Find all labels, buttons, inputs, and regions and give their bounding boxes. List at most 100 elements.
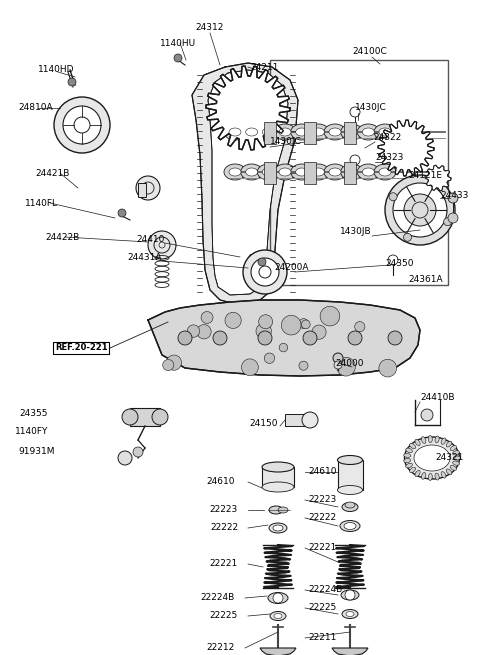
- Text: 1140HD: 1140HD: [38, 66, 74, 75]
- Ellipse shape: [406, 448, 412, 453]
- Text: 24431A: 24431A: [128, 253, 162, 263]
- Circle shape: [302, 412, 318, 428]
- Ellipse shape: [341, 590, 359, 600]
- Ellipse shape: [428, 474, 432, 481]
- Text: 22211: 22211: [308, 633, 336, 643]
- Ellipse shape: [374, 124, 396, 140]
- Text: 24410: 24410: [137, 236, 165, 244]
- Ellipse shape: [421, 472, 426, 479]
- Circle shape: [213, 331, 227, 345]
- Circle shape: [334, 361, 342, 369]
- Polygon shape: [260, 648, 296, 655]
- Text: 24200A: 24200A: [275, 263, 309, 272]
- Circle shape: [258, 331, 272, 345]
- Text: 24323: 24323: [375, 153, 403, 162]
- Text: 22224B: 22224B: [308, 586, 342, 595]
- Circle shape: [68, 78, 76, 86]
- Circle shape: [148, 231, 176, 259]
- Circle shape: [379, 359, 396, 377]
- Text: 24350: 24350: [385, 259, 413, 267]
- Bar: [304, 162, 316, 184]
- Bar: [344, 122, 356, 144]
- Ellipse shape: [379, 168, 391, 176]
- Text: 1430JC: 1430JC: [355, 103, 387, 113]
- Bar: [264, 162, 276, 184]
- Ellipse shape: [346, 612, 354, 616]
- Ellipse shape: [279, 128, 291, 136]
- Ellipse shape: [337, 455, 362, 464]
- Ellipse shape: [262, 482, 294, 492]
- Ellipse shape: [329, 128, 341, 136]
- Ellipse shape: [453, 461, 459, 465]
- Ellipse shape: [342, 502, 358, 512]
- Ellipse shape: [414, 445, 450, 471]
- Text: 22225: 22225: [308, 603, 336, 612]
- Ellipse shape: [324, 164, 346, 180]
- Circle shape: [404, 233, 411, 241]
- Circle shape: [54, 97, 110, 153]
- Ellipse shape: [274, 124, 296, 140]
- Circle shape: [241, 359, 258, 376]
- Circle shape: [279, 343, 288, 352]
- Text: 22224B: 22224B: [201, 593, 235, 603]
- Circle shape: [122, 409, 138, 425]
- Ellipse shape: [278, 507, 288, 513]
- Ellipse shape: [224, 124, 246, 140]
- Ellipse shape: [263, 168, 275, 176]
- Text: 24810A: 24810A: [18, 103, 53, 113]
- Ellipse shape: [454, 456, 460, 460]
- Ellipse shape: [240, 124, 263, 140]
- Circle shape: [430, 179, 438, 187]
- Ellipse shape: [454, 456, 460, 460]
- Polygon shape: [148, 300, 420, 376]
- Ellipse shape: [450, 445, 456, 451]
- Circle shape: [152, 409, 168, 425]
- Ellipse shape: [345, 502, 355, 508]
- Circle shape: [136, 176, 160, 200]
- Text: 24610: 24610: [206, 477, 235, 487]
- Ellipse shape: [441, 472, 446, 478]
- Ellipse shape: [246, 168, 258, 176]
- Circle shape: [355, 322, 365, 332]
- Ellipse shape: [257, 124, 279, 140]
- Ellipse shape: [329, 168, 341, 176]
- Ellipse shape: [362, 168, 374, 176]
- Circle shape: [281, 315, 301, 335]
- Circle shape: [348, 331, 362, 345]
- Circle shape: [264, 353, 275, 364]
- Bar: [138, 183, 146, 197]
- Ellipse shape: [291, 124, 312, 140]
- Bar: [344, 162, 356, 184]
- Text: 22221: 22221: [210, 559, 238, 569]
- Circle shape: [303, 331, 317, 345]
- Ellipse shape: [346, 168, 358, 176]
- Text: 24355: 24355: [20, 409, 48, 417]
- Ellipse shape: [415, 470, 420, 477]
- Polygon shape: [206, 66, 290, 150]
- Circle shape: [392, 134, 420, 162]
- Circle shape: [178, 331, 192, 345]
- Text: 24321: 24321: [435, 453, 463, 462]
- Ellipse shape: [362, 128, 374, 136]
- Text: 1430JC: 1430JC: [270, 138, 302, 147]
- Circle shape: [167, 355, 181, 370]
- Circle shape: [258, 258, 266, 266]
- Text: 1140FY: 1140FY: [14, 428, 48, 436]
- Polygon shape: [192, 63, 298, 305]
- Text: 22221: 22221: [308, 544, 336, 553]
- Ellipse shape: [262, 462, 294, 472]
- Bar: [270, 60, 448, 285]
- Ellipse shape: [357, 124, 379, 140]
- Ellipse shape: [341, 124, 363, 140]
- Bar: [262, 467, 294, 487]
- Ellipse shape: [404, 458, 411, 462]
- Circle shape: [320, 307, 340, 326]
- Text: 1430JB: 1430JB: [340, 227, 372, 236]
- Circle shape: [393, 183, 447, 237]
- Ellipse shape: [324, 124, 346, 140]
- Ellipse shape: [357, 164, 379, 180]
- Circle shape: [225, 312, 241, 328]
- Text: 22222: 22222: [210, 523, 238, 533]
- Text: 24312: 24312: [196, 24, 224, 33]
- Polygon shape: [378, 120, 434, 176]
